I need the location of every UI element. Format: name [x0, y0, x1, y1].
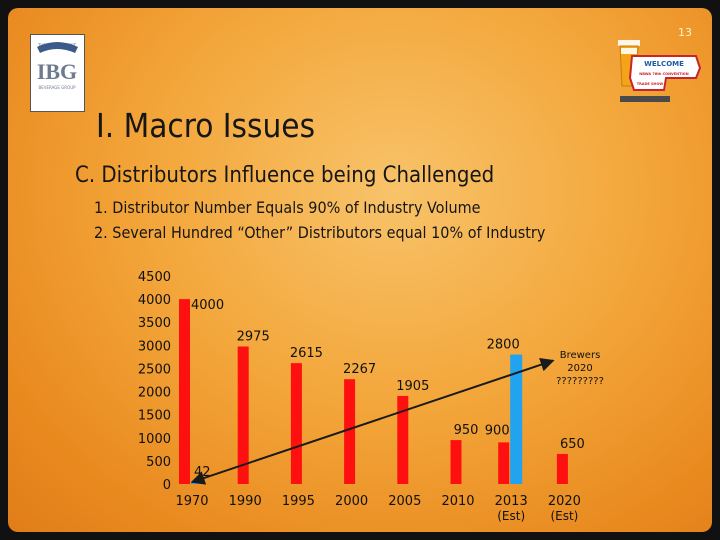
annotation-line: 2020: [567, 363, 592, 374]
bar-red-2013: [498, 442, 510, 484]
data-label: 650: [560, 437, 585, 452]
data-label: 950: [454, 423, 479, 438]
bar-red-1970: [179, 299, 190, 484]
x-tick-sublabel: (Est): [550, 509, 578, 523]
y-tick-label: 4500: [138, 270, 171, 285]
bullet-point-2: 2. Several Hundred “Other” Distributors …: [94, 223, 546, 242]
y-tick-label: 2000: [138, 386, 171, 401]
data-label: 2800: [487, 338, 520, 353]
ibg-logo-sub-text: BEVERAGE GROUP: [38, 85, 76, 90]
convention-logo-line2: NBWA 76th CONVENTION: [639, 72, 688, 76]
data-label: 900: [485, 423, 510, 438]
data-label: 2975: [237, 329, 270, 344]
annotation-line: Brewers: [560, 350, 601, 361]
bar-red-1995: [290, 363, 302, 484]
ibg-logo-main-text: IBG: [37, 59, 77, 84]
x-tick-sublabel: (Est): [497, 509, 525, 523]
slide: 13 THE INDEPENDENT IBG BEVERAGE GROUP WE…: [8, 8, 712, 532]
x-axis: 1970 1990 1995 2000 2005 2010 2013(Est)2020(Es…: [175, 494, 580, 523]
ibg-logo-top-text: THE INDEPENDENT: [37, 43, 77, 48]
x-tick-label: 1990: [229, 494, 262, 509]
bullet-point-1: 1. Distributor Number Equals 90% of Indu…: [94, 198, 481, 217]
y-tick-label: 4000: [138, 293, 171, 308]
x-tick-label: 2010: [441, 494, 474, 509]
bar-red-2020: [556, 453, 568, 484]
convention-logo-line3: TRADE SHOW: [637, 82, 664, 86]
data-label: 1905: [396, 379, 429, 394]
y-tick-label: 3500: [138, 316, 171, 331]
slide-number: 13: [678, 26, 692, 39]
data-label: 2615: [290, 346, 323, 361]
convention-logo-line1: WELCOME: [644, 60, 684, 68]
bars: [179, 299, 568, 484]
ibg-logo: THE INDEPENDENT IBG BEVERAGE GROUP: [30, 34, 85, 112]
y-tick-label: 1500: [138, 409, 171, 424]
page-title: I. Macro Issues: [96, 106, 316, 145]
bar-red-2000: [344, 379, 356, 484]
brewers-annotation: Brewers 2020?????????: [556, 350, 604, 387]
y-axis: 0 500 1000 1500 2000 2500 3000 3500 4000 4500: [138, 270, 171, 493]
data-label: 4000: [191, 298, 224, 313]
y-tick-label: 2500: [138, 362, 171, 377]
section-subtitle: C. Distributors Influence being Challeng…: [75, 163, 495, 188]
x-tick-label: 2020: [548, 494, 581, 509]
x-tick-label: 2013: [495, 494, 528, 509]
trend-arrow: [190, 357, 555, 485]
bar-red-2010: [450, 440, 462, 484]
y-tick-label: 3000: [138, 339, 171, 354]
convention-logo: WELCOME NBWA 76th CONVENTION TRADE SHOW: [618, 40, 702, 102]
data-label: 2267: [343, 362, 376, 377]
y-tick-label: 500: [146, 455, 171, 470]
ibg-logo-graphic: THE INDEPENDENT IBG BEVERAGE GROUP: [37, 42, 78, 90]
x-tick-label: 2005: [388, 494, 421, 509]
distributor-count-chart: 0 500 1000 1500 2000 2500 3000 3500 4000 4500 400…: [138, 270, 604, 523]
x-tick-label: 1970: [175, 494, 208, 509]
y-tick-label: 0: [163, 478, 171, 493]
y-tick-label: 1000: [138, 432, 171, 447]
x-tick-label: 2000: [335, 494, 368, 509]
x-tick-label: 1995: [282, 494, 315, 509]
annotation-line: ?????????: [556, 376, 604, 387]
